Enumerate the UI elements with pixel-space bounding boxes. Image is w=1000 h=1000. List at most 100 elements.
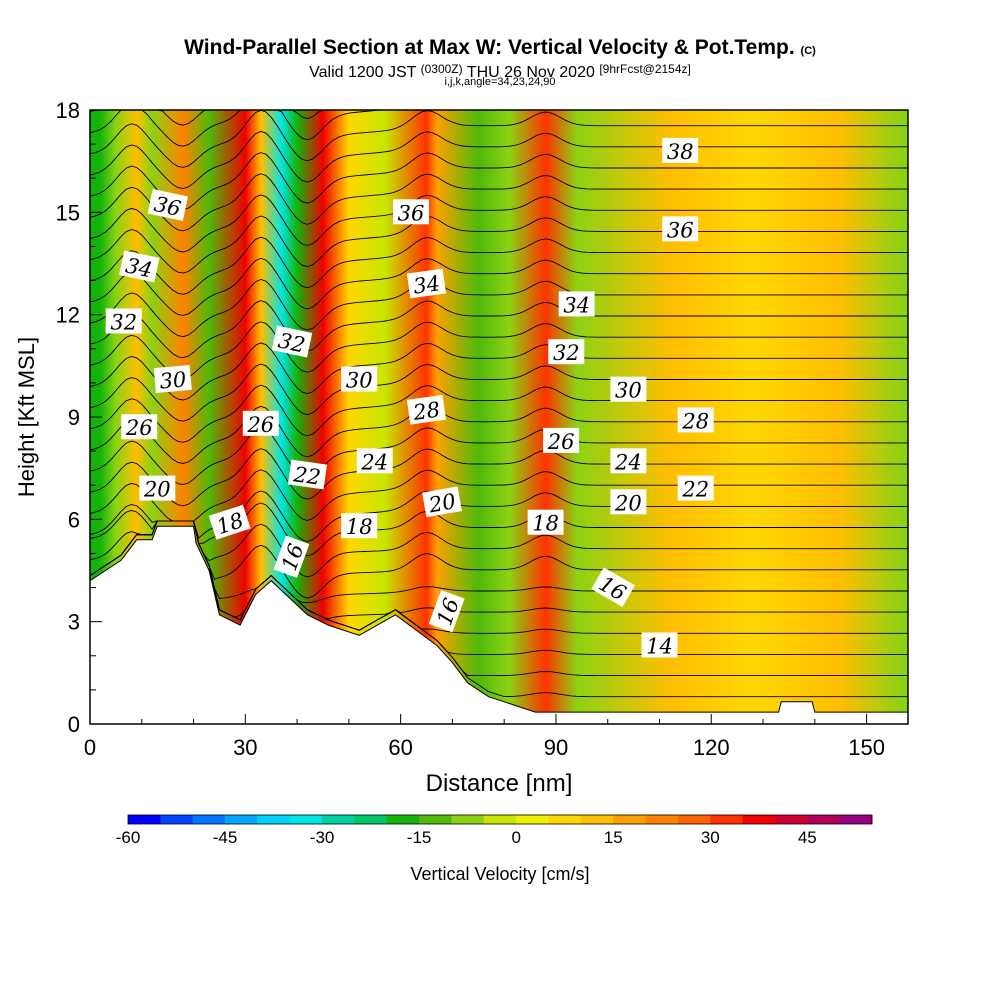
colorbar-swatch-19 <box>742 815 776 824</box>
colorbar-swatch-9 <box>419 815 452 824</box>
theta-label-text: 24 <box>614 450 642 474</box>
theta-label-16: 26 <box>242 410 279 437</box>
colorbar-swatch-12 <box>516 815 550 824</box>
colorbar-swatch-6 <box>322 815 355 824</box>
theta-contour-10 <box>89 469 908 522</box>
theta-label-box <box>119 250 160 283</box>
x-tick-label-90: 90 <box>544 735 568 760</box>
colorbar-swatch-1 <box>160 815 194 824</box>
theta-label-18: 24 <box>356 448 393 474</box>
theta-label-box <box>527 509 564 535</box>
theta-label-box <box>208 504 251 540</box>
theta-contour-19 <box>89 279 908 338</box>
theta-label-3: 36 <box>662 216 699 242</box>
valid-time: Valid 1200 JST <box>309 64 417 81</box>
colorbar-swatch-11 <box>483 815 517 824</box>
theta-label-text: 36 <box>398 201 425 225</box>
theta-label-box <box>356 448 393 474</box>
theta-label-24: 20 <box>610 489 647 515</box>
theta-label-17: 26 <box>543 427 580 454</box>
colorbar-tick-label--30: -30 <box>310 828 335 847</box>
theta-contour-17 <box>89 321 908 380</box>
x-tick-label-150: 150 <box>848 735 885 760</box>
x-tick-label-0: 0 <box>84 735 96 760</box>
theta-label-text: 34 <box>563 293 590 317</box>
theta-label-box <box>105 308 142 334</box>
theta-label-box <box>341 513 378 539</box>
colorbar-swatch-3 <box>225 815 258 824</box>
colorbar-swatch-13 <box>548 815 582 824</box>
theta-contour-27 <box>89 109 908 168</box>
theta-label-10: 30 <box>153 364 192 394</box>
terrain-mask <box>89 525 909 725</box>
colorbar-tick-label-30: 30 <box>701 828 720 847</box>
colorbar-tick-label-0: 0 <box>511 828 520 847</box>
theta-label-text: 24 <box>360 450 388 474</box>
theta-label-21: 22 <box>677 475 714 502</box>
chart-subtitle: Valid 1200 JST (0300Z) THU 26 Nov 2020 [… <box>0 62 1000 82</box>
theta-label-8: 32 <box>271 325 313 357</box>
theta-contour-11 <box>89 448 908 507</box>
colorbar-frame <box>127 814 873 825</box>
theta-label-12: 30 <box>610 376 647 403</box>
chart-title: Wind-Parallel Section at Max W: Vertical… <box>0 36 1000 60</box>
colorbar-swatch-22 <box>839 815 873 824</box>
theta-contour-13 <box>89 405 908 464</box>
theta-label-box <box>406 394 446 425</box>
theta-contour-14 <box>89 384 908 443</box>
copyright-mark: (C) <box>800 45 816 57</box>
theta-label-31: 14 <box>641 632 678 659</box>
theta-contour-21 <box>89 236 908 295</box>
theta-contour-5 <box>89 520 908 604</box>
theta-label-box <box>558 291 595 317</box>
theta-label-6: 34 <box>558 291 595 317</box>
theta-label-box <box>610 489 647 515</box>
theta-label-box <box>287 459 328 490</box>
theta-label-box <box>341 366 378 392</box>
theta-label-box <box>543 427 580 453</box>
colorbar-tick-label--60: -60 <box>116 828 141 847</box>
theta-label-text: 34 <box>412 271 442 298</box>
theta-label-5: 34 <box>406 268 446 299</box>
theta-label-13: 28 <box>406 394 446 425</box>
x-axis-label: Distance [nm] <box>426 770 573 797</box>
theta-label-box <box>273 535 310 578</box>
terrain-profile <box>89 525 909 725</box>
colorbar-swatch-16 <box>645 815 679 824</box>
theta-label-text: 26 <box>125 416 153 440</box>
theta-contour-25 <box>89 152 908 211</box>
theta-contour-24 <box>89 173 908 232</box>
theta-label-box <box>610 448 647 474</box>
theta-label-box <box>591 567 635 607</box>
theta-contour-7 <box>89 520 908 578</box>
theta-label-box <box>662 216 699 242</box>
theta-label-box <box>153 364 192 394</box>
x-tick-label-30: 30 <box>233 735 257 760</box>
theta-label-15: 26 <box>121 414 158 440</box>
theta-label-14: 28 <box>677 407 714 433</box>
theta-label-28: 16 <box>273 535 310 578</box>
y-axis-label: Height [Kft MSL] <box>14 337 39 497</box>
colorbar-tick-label-45: 45 <box>798 828 817 847</box>
theta-label-text: 14 <box>646 635 673 659</box>
theta-label-text: 20 <box>143 478 171 502</box>
colorbar-tick-label--45: -45 <box>213 828 238 847</box>
theta-label-25: 18 <box>208 504 251 540</box>
grid-info: i,j,k,angle=34,23,24,90 <box>444 76 556 88</box>
colorbar-swatch-2 <box>192 815 226 824</box>
theta-label-text: 30 <box>159 367 188 393</box>
colorbar-tick-label--15: -15 <box>407 828 432 847</box>
theta-label-text: 32 <box>276 328 307 357</box>
theta-contour-4 <box>89 520 908 620</box>
theta-label-box <box>242 410 279 436</box>
y-tick-label-3: 3 <box>68 610 80 635</box>
theta-label-26: 18 <box>341 513 378 539</box>
theta-label-text: 36 <box>667 218 694 242</box>
theta-label-2: 36 <box>393 199 429 225</box>
theta-label-box <box>641 632 678 658</box>
theta-label-20: 22 <box>287 459 328 490</box>
theta-label-19: 24 <box>610 448 647 474</box>
theta-label-box <box>422 486 462 518</box>
theta-label-box <box>677 407 714 433</box>
